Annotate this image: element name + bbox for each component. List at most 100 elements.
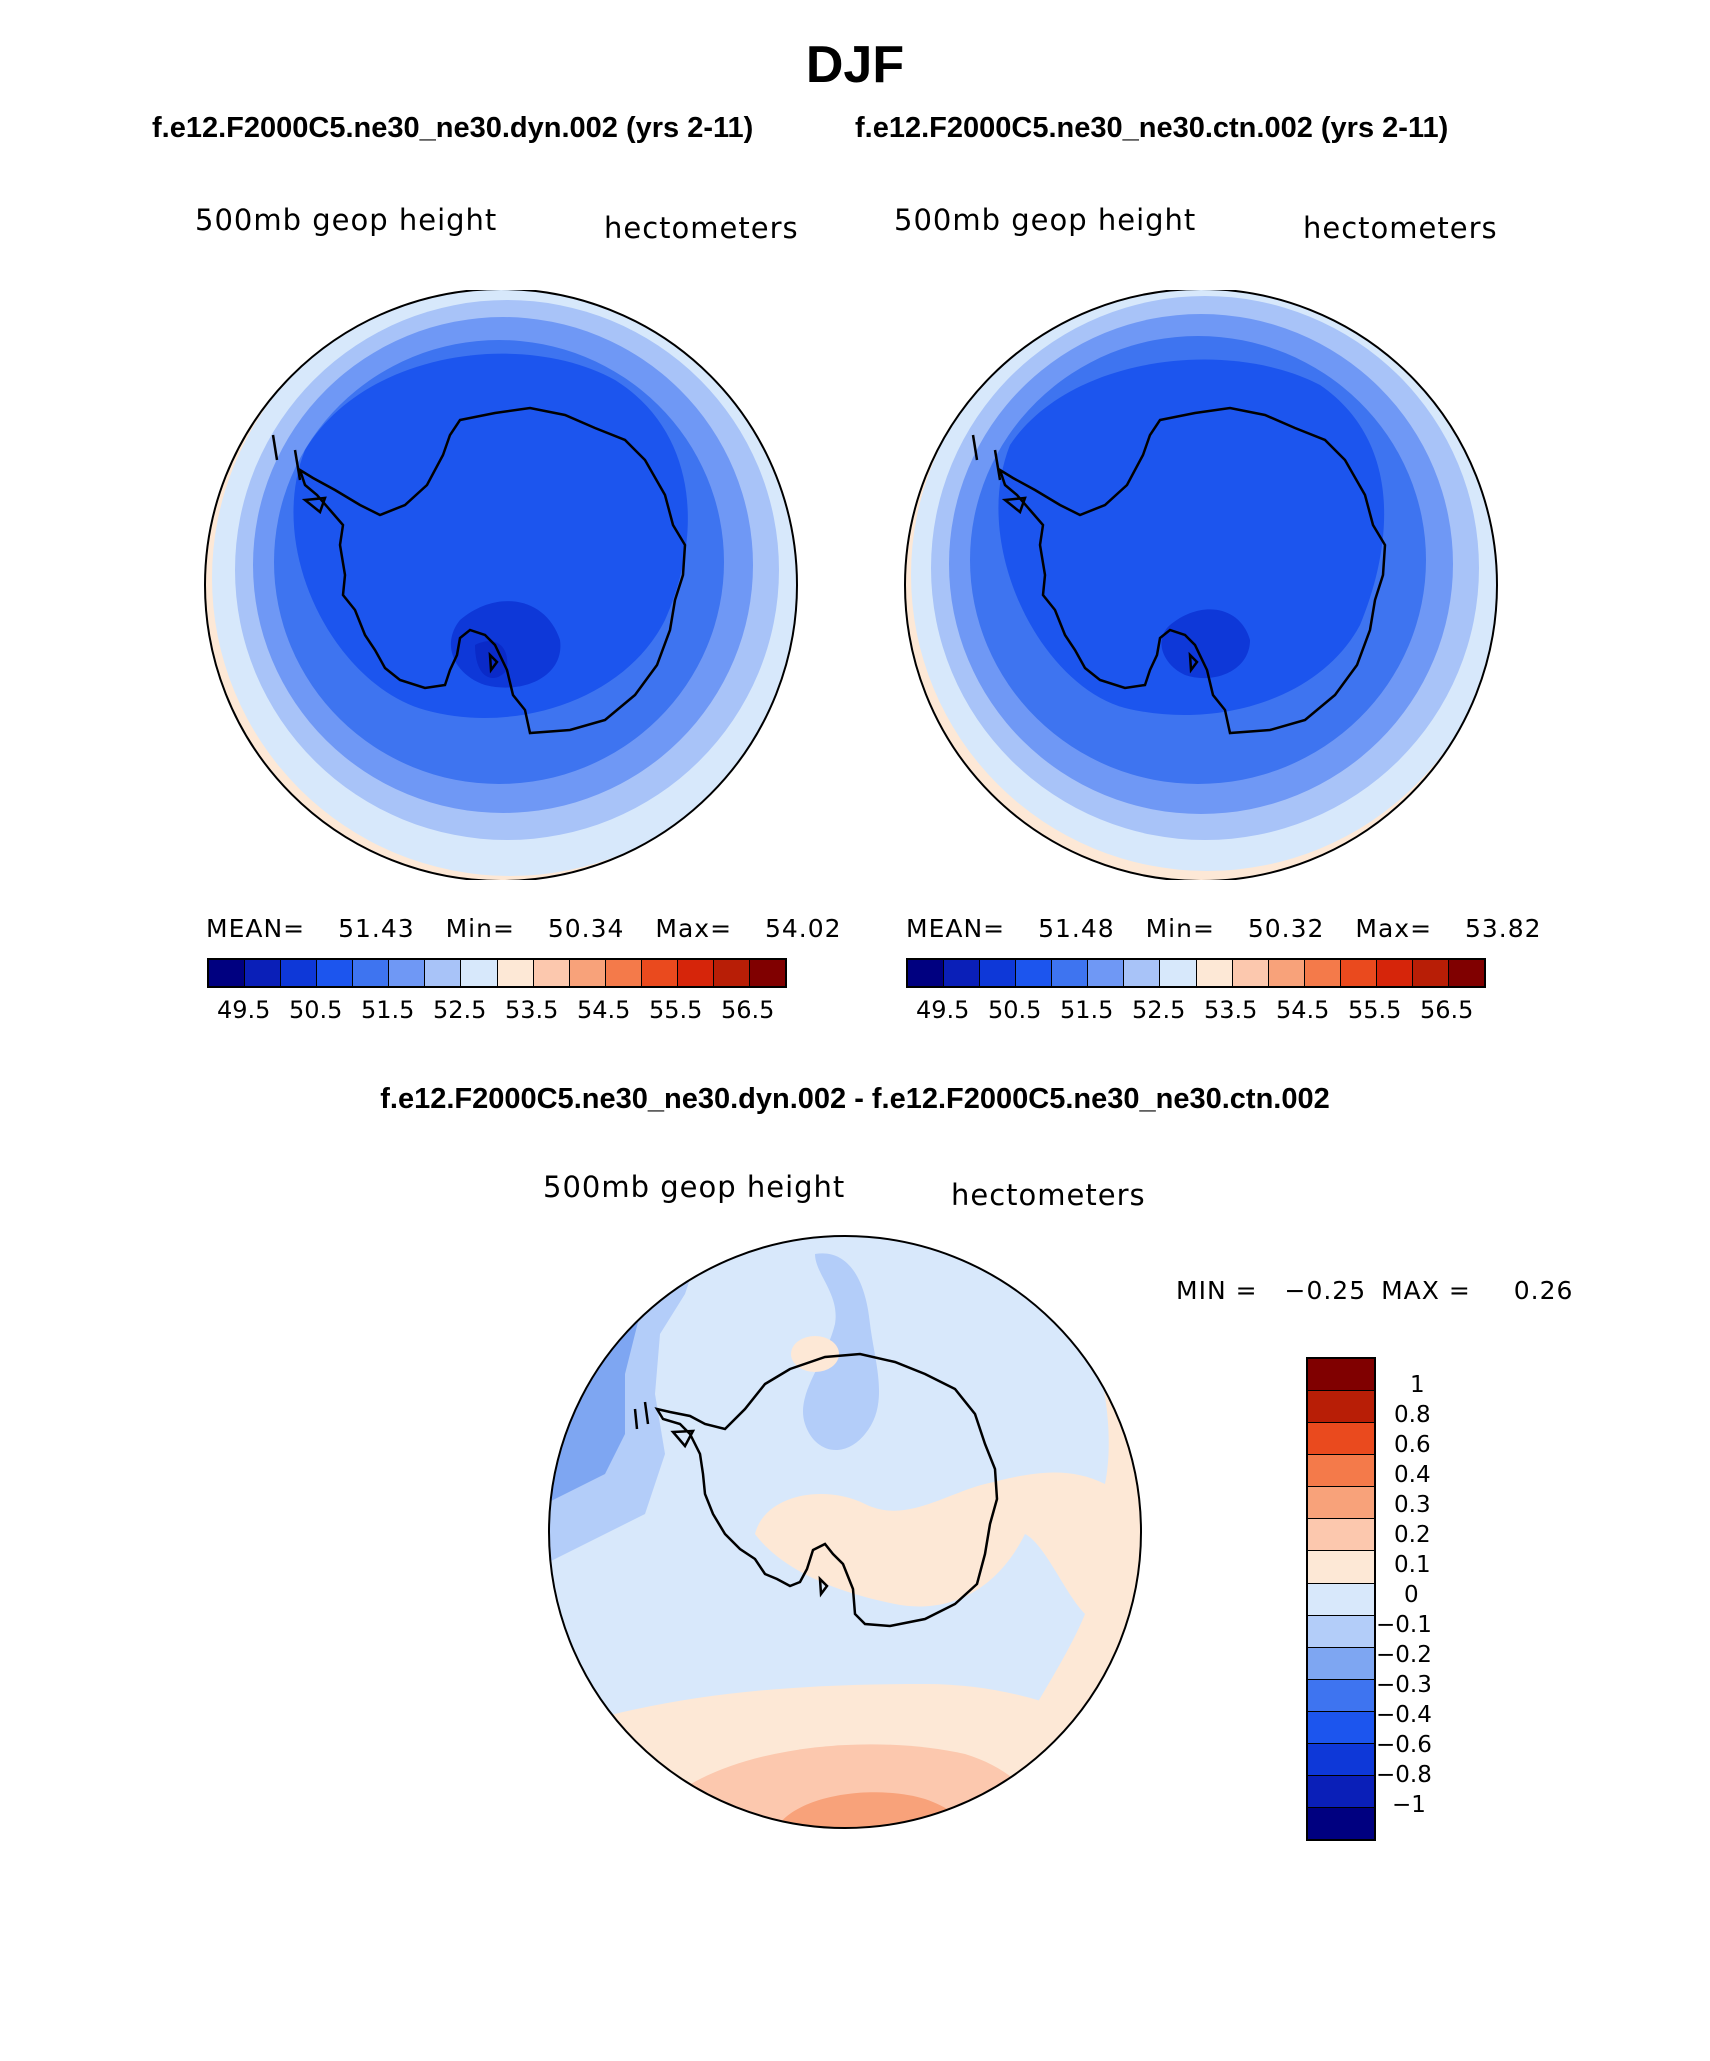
max-label: Max= — [1355, 914, 1433, 943]
colorbar-swatch — [749, 960, 785, 986]
colorbar-swatch — [677, 960, 714, 986]
colorbar-swatch — [209, 960, 246, 986]
diff-title: f.e12.F2000C5.ne30_ne30.dyn.002 - f.e12.… — [380, 1083, 1330, 1115]
min-value: 50.32 — [1247, 914, 1325, 943]
colorbar-label: 0 — [1404, 1582, 1419, 1608]
min-label: Min= — [1145, 914, 1215, 943]
subtitle-right: f.e12.F2000C5.ne30_ne30.ctn.002 (yrs 2-1… — [855, 112, 1449, 144]
panel-2-variable: 500mb geop height — [894, 203, 1197, 237]
colorbar-swatch — [1124, 960, 1161, 986]
colorbar-labels: 49.5 50.5 51.5 52.5 53.5 54.5 55.5 56.5 — [906, 988, 1486, 1024]
colorbar-swatch — [713, 960, 750, 986]
min-label: MIN = — [1176, 1276, 1258, 1305]
colorbar-panel-2: 49.5 50.5 51.5 52.5 53.5 54.5 55.5 56.5 — [906, 958, 1486, 1024]
colorbar-label: −0.3 — [1376, 1672, 1432, 1698]
page-title: DJF — [805, 36, 905, 94]
colorbar-label: 50.5 — [289, 996, 343, 1024]
colorbar-swatch — [1448, 960, 1484, 986]
map-boundary-circle — [204, 290, 798, 880]
colorbar-label: 1 — [1410, 1372, 1425, 1398]
colorbar-swatch — [1308, 1710, 1374, 1743]
colorbar-swatch — [1196, 960, 1233, 986]
colorbar-label: 53.5 — [1204, 996, 1258, 1024]
colorbar-swatch — [1308, 1390, 1374, 1423]
colorbar-boxes — [207, 958, 787, 988]
colorbar-label: 55.5 — [1348, 996, 1402, 1024]
colorbar-label: 56.5 — [721, 996, 775, 1024]
colorbar-label: 49.5 — [916, 996, 970, 1024]
colorbar-label: 54.5 — [1276, 996, 1330, 1024]
colorbar-label: 51.5 — [361, 996, 415, 1024]
colorbar-swatch — [641, 960, 678, 986]
colorbar-swatch — [533, 960, 570, 986]
panel-1-stats: MEAN= 51.43 Min= 50.34 Max= 54.02 — [206, 914, 842, 943]
max-value: 54.02 — [765, 914, 842, 943]
max-value: 0.26 — [1513, 1276, 1574, 1305]
colorbar-swatch — [245, 960, 282, 986]
colorbar-swatch — [1308, 1774, 1374, 1807]
contour-band — [755, 1294, 1141, 1828]
contour-band — [1161, 609, 1250, 679]
map-panel-1 — [204, 290, 798, 880]
colorbar-swatch — [1308, 1806, 1374, 1839]
colorbar-swatch — [1308, 1454, 1374, 1487]
colorbar-label: 0.6 — [1394, 1432, 1431, 1458]
panel-1-units: hectometers — [604, 211, 799, 245]
colorbar-label: −0.6 — [1376, 1732, 1432, 1758]
colorbar-swatch — [1412, 960, 1449, 986]
min-value: 50.34 — [547, 914, 625, 943]
colorbar-labels: 49.5 50.5 51.5 52.5 53.5 54.5 55.5 56.5 — [207, 988, 787, 1024]
colorbar-label: 54.5 — [577, 996, 631, 1024]
panel-2-units: hectometers — [1303, 211, 1498, 245]
colorbar-swatch — [1308, 1550, 1374, 1583]
colorbar-swatch — [1308, 1518, 1374, 1551]
panel-1-variable: 500mb geop height — [195, 203, 498, 237]
colorbar-swatch — [1232, 960, 1269, 986]
colorbar-label: 0.2 — [1394, 1522, 1431, 1548]
colorbar-label: 52.5 — [433, 996, 487, 1024]
colorbar-swatch — [461, 960, 498, 986]
max-label: Max= — [655, 914, 733, 943]
colorbar-diff — [1306, 1357, 1376, 1841]
colorbar-label: 56.5 — [1420, 996, 1474, 1024]
colorbar-swatch — [1308, 1614, 1374, 1647]
colorbar-swatch — [1052, 960, 1089, 986]
colorbar-swatch — [1088, 960, 1125, 986]
contour-band — [450, 601, 561, 688]
min-label: Min= — [445, 914, 515, 943]
max-value: 53.82 — [1465, 914, 1542, 943]
colorbar-diff-labels: 1 0.8 0.6 0.4 0.3 0.2 0.1 0 −0.1 −0.2 −0… — [1376, 1372, 1466, 1852]
colorbar-panel-1: 49.5 50.5 51.5 52.5 53.5 54.5 55.5 56.5 — [207, 958, 787, 1024]
map-boundary-circle — [904, 290, 1498, 880]
map-boundary-circle — [548, 1235, 1142, 1829]
contour-band — [802, 1253, 880, 1451]
colorbar-label: 50.5 — [988, 996, 1042, 1024]
colorbar-swatch — [1268, 960, 1305, 986]
antarctica-coastline — [271, 406, 687, 735]
colorbar-label: −0.1 — [1376, 1612, 1432, 1638]
colorbar-boxes — [1306, 1357, 1376, 1841]
panel-2-stats: MEAN= 51.48 Min= 50.32 Max= 53.82 — [906, 914, 1542, 943]
subtitle-left: f.e12.F2000C5.ne30_ne30.dyn.002 (yrs 2-1… — [152, 112, 754, 144]
contour-band — [998, 359, 1385, 716]
colorbar-swatch — [353, 960, 390, 986]
min-value: −0.25 — [1284, 1276, 1367, 1305]
colorbar-label: 49.5 — [217, 996, 271, 1024]
colorbar-label: −0.4 — [1376, 1702, 1432, 1728]
colorbar-label: 0.4 — [1394, 1462, 1431, 1488]
colorbar-swatch — [1308, 1359, 1374, 1391]
diff-units: hectometers — [951, 1178, 1146, 1212]
mean-value: 51.43 — [338, 914, 415, 943]
colorbar-swatch — [980, 960, 1017, 986]
mean-label: MEAN= — [206, 914, 306, 943]
colorbar-swatch — [389, 960, 426, 986]
contour-band — [791, 1336, 839, 1372]
colorbar-swatch — [281, 960, 318, 986]
colorbar-swatch — [1340, 960, 1377, 986]
map-diff-panel — [548, 1235, 1142, 1829]
max-label: MAX = — [1381, 1276, 1471, 1305]
antarctica-coastline — [971, 406, 1387, 735]
colorbar-swatch — [1016, 960, 1053, 986]
colorbar-label: 0.1 — [1394, 1552, 1431, 1578]
colorbar-label: −0.2 — [1376, 1642, 1432, 1668]
